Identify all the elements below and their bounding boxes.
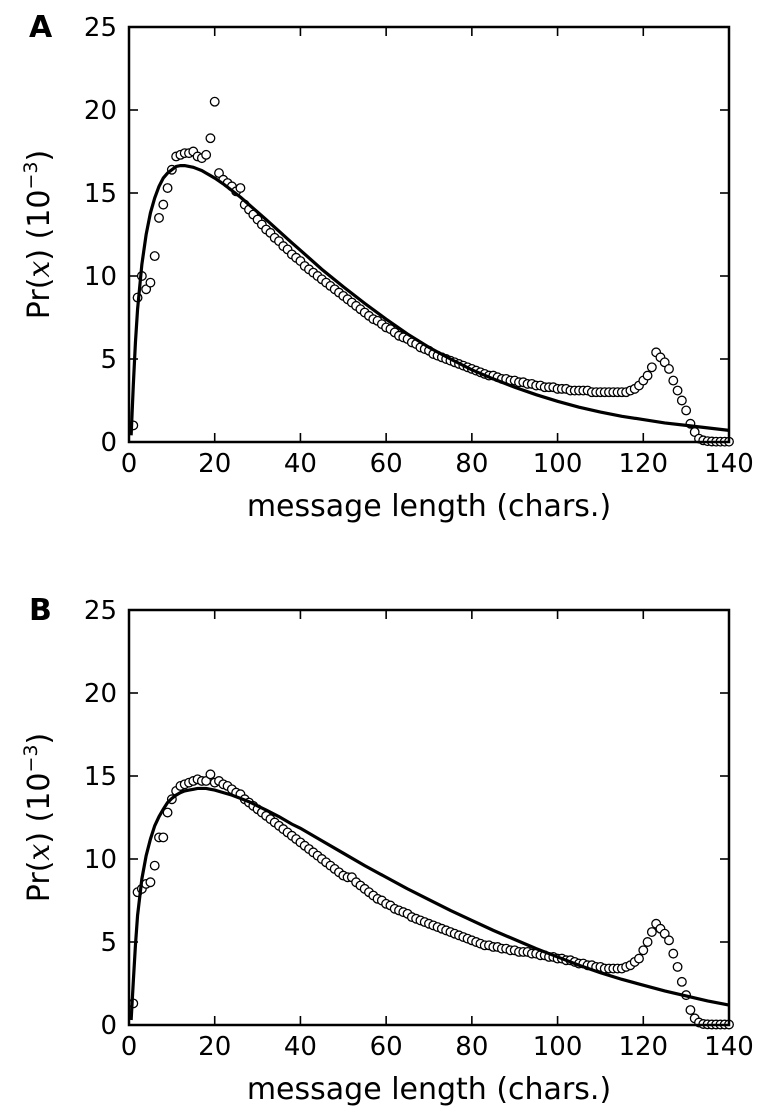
- chart0-xtick-label-0: 0: [121, 449, 138, 479]
- chart1-ytick-label-1: 5: [100, 928, 117, 958]
- chart0-data-point: [145, 277, 156, 288]
- chart0-data-point: [672, 385, 683, 396]
- chart0-y-axis-title-mid: ) (10: [22, 190, 57, 261]
- chart1-xtick-label-4: 80: [455, 1032, 488, 1062]
- chart1-y-axis-title-suffix: ): [22, 733, 57, 745]
- chart1-panel: B 0 20 40 60 80 100 120 140 0 5 10 15 20 25 message len…: [20, 593, 754, 1107]
- chart0-data-point: [668, 375, 679, 386]
- chart1-ytick-label-5: 25: [84, 596, 117, 626]
- chart1-data-point: [638, 945, 649, 956]
- chart0-ytick-label-2: 10: [84, 262, 117, 292]
- chart1-y-axis-title-var: x: [22, 844, 57, 861]
- chart1-data-point: [158, 832, 169, 843]
- chart1-data-point: [676, 976, 687, 987]
- chart1-ytick-label-4: 20: [84, 679, 117, 709]
- chart0-data-point: [205, 133, 216, 144]
- chart0-ytick-label-4: 20: [84, 96, 117, 126]
- chart0-x-axis-title: message length (chars.): [247, 489, 611, 524]
- chart0-data-points: [128, 96, 734, 447]
- chart1-y-axis-title-prefix: Pr(: [22, 861, 57, 903]
- chart1-xtick-label-0: 0: [121, 1032, 138, 1062]
- chart1-xtick-label-6: 120: [618, 1032, 668, 1062]
- chart0-data-point: [154, 212, 164, 223]
- chart1-ytick-label-2: 10: [84, 845, 117, 875]
- chart1-plot-frame: [127, 608, 731, 1027]
- chart1-xtick-label-2: 40: [284, 1032, 317, 1062]
- chart1-ytick-label-3: 15: [84, 762, 117, 792]
- chart1-xtick-label-5: 100: [533, 1032, 583, 1062]
- chart1-data-point: [668, 948, 679, 959]
- chart0-data-point: [681, 405, 692, 416]
- chart0-y-axis-title-var: x: [22, 261, 57, 278]
- chart0-plot-frame: [127, 25, 731, 444]
- chart0-xtick-label-5: 100: [533, 449, 583, 479]
- chart1-xtick-label-1: 20: [198, 1032, 231, 1062]
- chart0-data-point: [235, 183, 246, 193]
- chart0-panel-label: A: [29, 10, 53, 45]
- chart1-data-point: [685, 1005, 696, 1016]
- chart0-xtick-label-1: 20: [198, 449, 231, 479]
- chart1-xtick-label-7: 140: [704, 1032, 754, 1062]
- chart1-data-point: [205, 769, 216, 780]
- chart0-panel: A 0 20 40 60 80 100 120 140 0 5 10 15 20 25 message len…: [20, 10, 754, 524]
- chart1-data-point: [664, 935, 674, 946]
- chart0-xtick-label-6: 120: [618, 449, 668, 479]
- chart0-xtick-label-7: 140: [704, 449, 754, 479]
- chart1-data-point: [149, 860, 160, 871]
- chart0-data-point: [201, 149, 212, 160]
- chart0-data-point: [162, 183, 173, 193]
- chart1-data-point: [634, 953, 644, 964]
- chart1-data-point: [642, 937, 653, 947]
- chart0-data-point: [676, 395, 687, 406]
- chart1-fit-curve: [129, 786, 730, 1021]
- chart1-y-axis-title: Pr(x) (10−3): [20, 733, 57, 902]
- chart0-ytick-label-3: 15: [84, 179, 117, 209]
- chart1-data-point: [672, 961, 683, 972]
- chart1-x-axis-title: message length (chars.): [247, 1072, 611, 1107]
- chart1-y-axis-title-exp: −3: [20, 745, 42, 773]
- chart0-y-axis-title-prefix: Pr(: [22, 278, 57, 320]
- chart0-data-point: [149, 251, 160, 262]
- chart0-ytick-label-0: 0: [100, 428, 117, 458]
- chart0-data-point: [664, 364, 674, 374]
- chart1-xtick-label-3: 60: [370, 1032, 403, 1062]
- chart1-ytick-label-0: 0: [100, 1011, 117, 1041]
- chart0-data-point: [158, 199, 169, 210]
- chart1-data-point: [145, 877, 156, 888]
- chart1-data-point: [162, 807, 173, 818]
- chart0-y-axis-title-suffix: ): [22, 150, 57, 162]
- chart1-data-points: [128, 769, 734, 1030]
- chart1-y-axis-title-mid: ) (10: [22, 773, 57, 844]
- chart0-xtick-label-3: 60: [370, 449, 403, 479]
- chart0-data-point: [646, 362, 657, 373]
- chart0-xtick-label-2: 40: [284, 449, 317, 479]
- chart0-data-point: [209, 96, 220, 107]
- chart1-panel-label: B: [29, 593, 52, 628]
- chart0-data-point: [642, 370, 653, 381]
- chart0-xtick-label-4: 80: [455, 449, 488, 479]
- chart1-data-point: [646, 927, 657, 937]
- chart0-ytick-label-1: 5: [100, 345, 117, 375]
- chart0-y-axis-title: Pr(x) (10−3): [20, 150, 57, 319]
- chart0-ytick-label-5: 25: [84, 13, 117, 43]
- chart0-fit-curve: [129, 164, 730, 436]
- chart0-y-axis-title-exp: −3: [20, 162, 42, 190]
